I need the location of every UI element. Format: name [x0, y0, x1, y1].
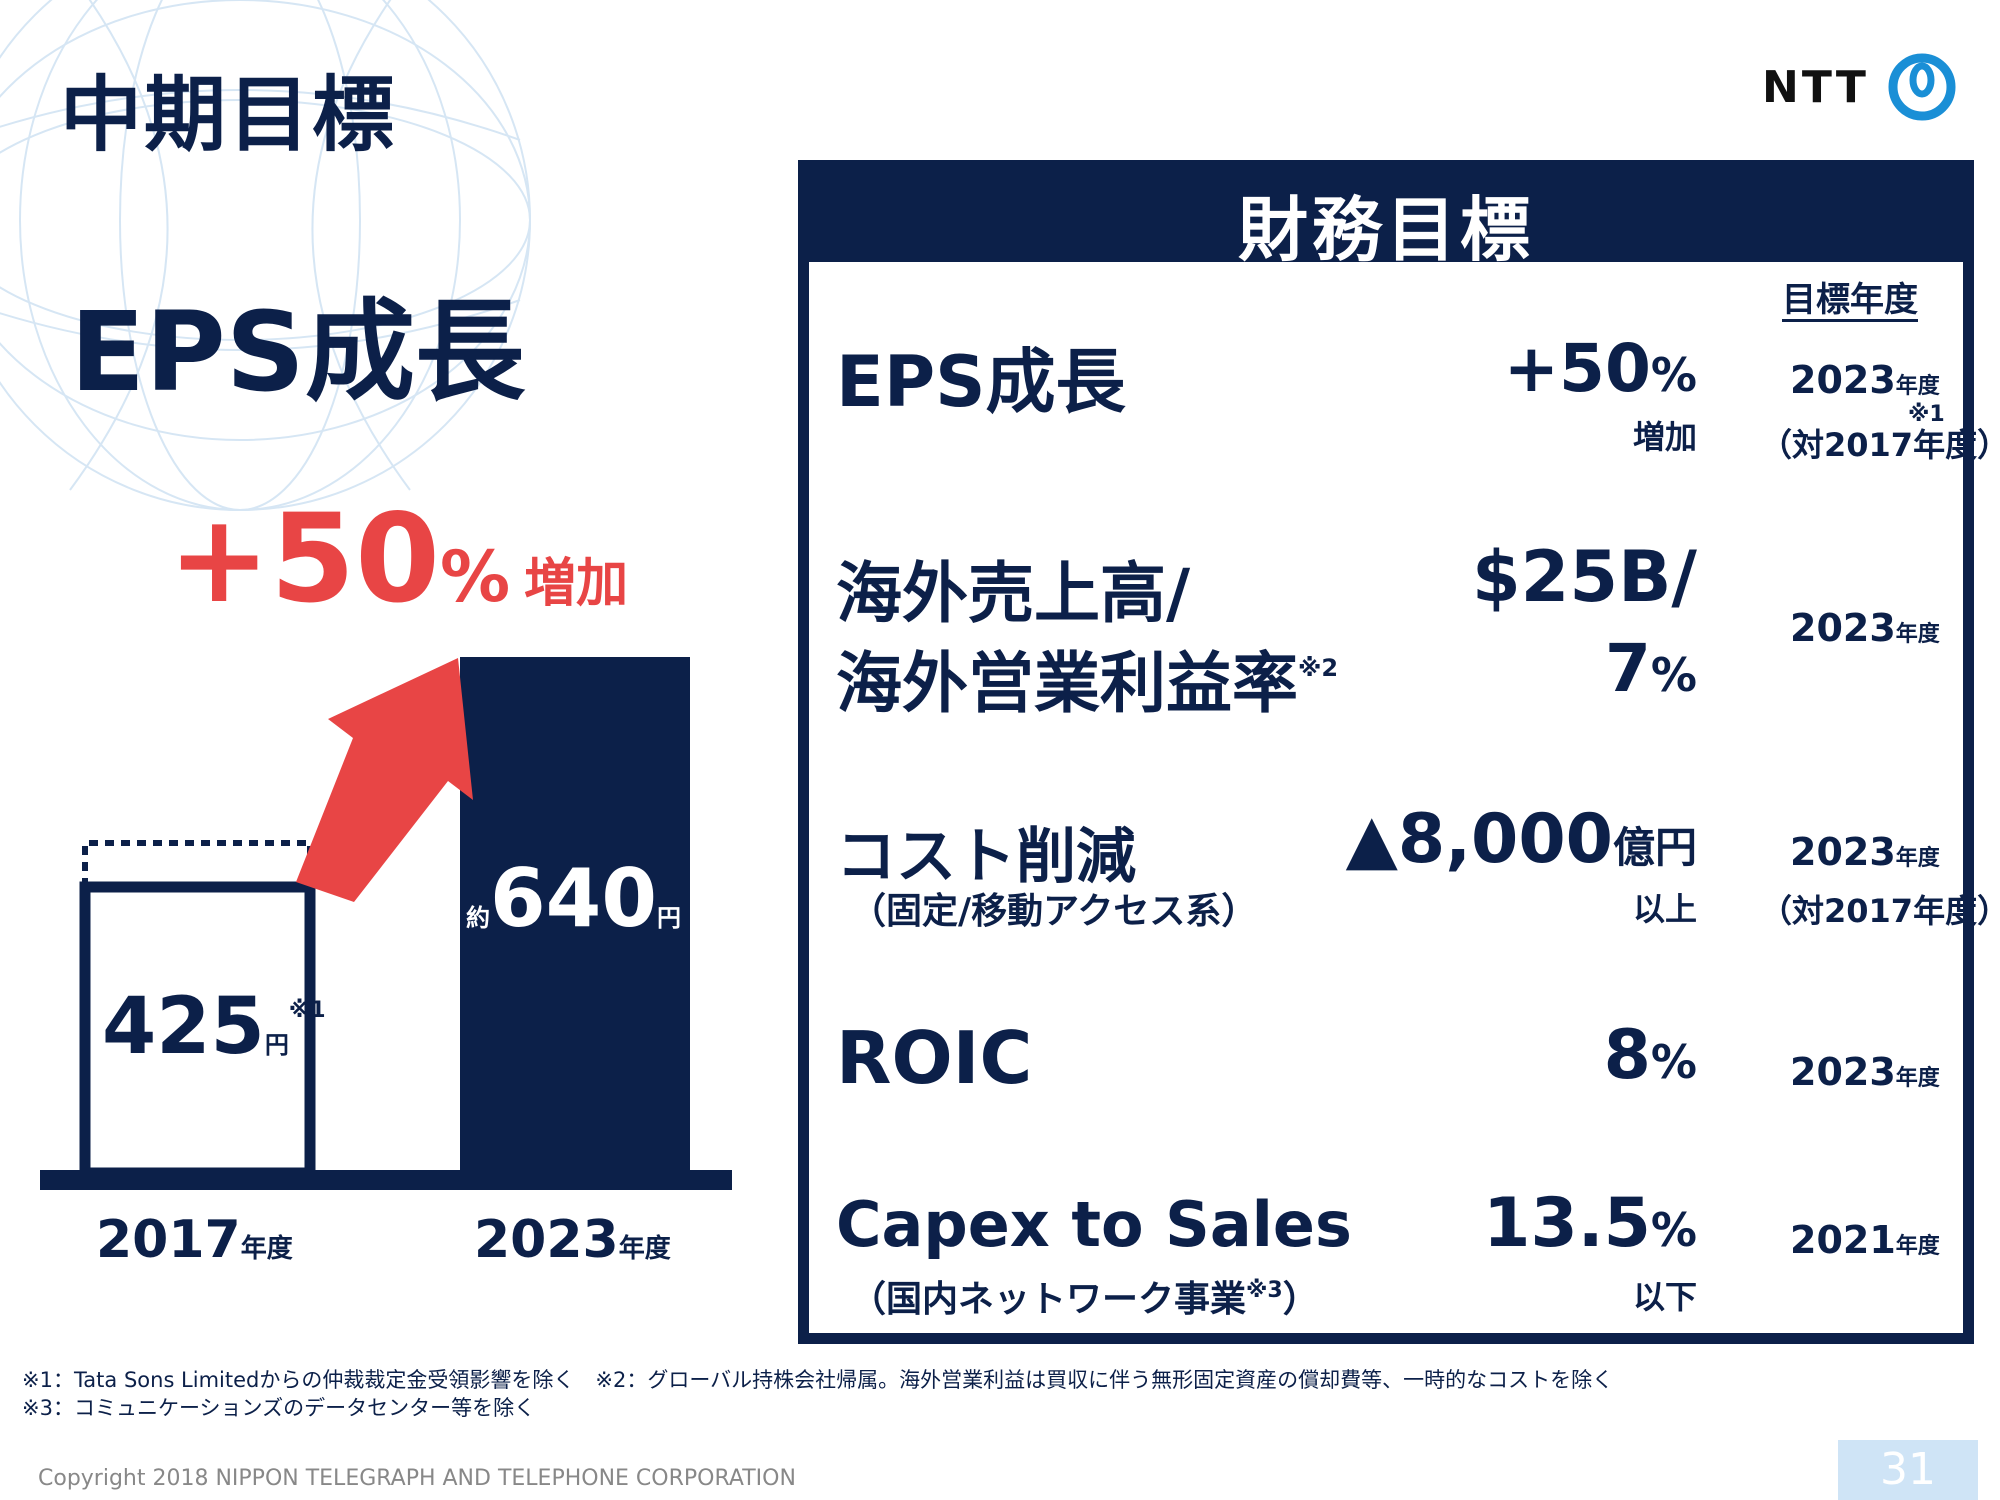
page-title: 中期目標	[60, 68, 397, 163]
bar-2017-value: 425	[102, 982, 265, 1072]
row-cost-value-sub: 以上	[1632, 890, 1697, 928]
row-cost-year-sub: （対2017年度）	[1760, 892, 2000, 930]
row-capex-number: 13.5	[1483, 1184, 1651, 1263]
panel-title: 財務目標	[1238, 189, 1534, 271]
row-overseas-value-unit: %	[1650, 648, 1697, 702]
row-overseas-value-line1: $25B/	[1471, 536, 1697, 618]
row-overseas-year-unit: 年度	[1895, 622, 1940, 647]
row-overseas-year: 2023年度	[1790, 606, 1940, 650]
row-roic-year-unit: 年度	[1895, 1066, 1940, 1091]
growth-arrow-icon	[296, 658, 473, 902]
row-eps-year-value: 2023	[1790, 358, 1896, 402]
row-eps-year-unit: 年度	[1895, 374, 1940, 399]
row-eps-value-sub: 増加	[1632, 418, 1697, 456]
row-roic-unit: %	[1650, 1035, 1697, 1089]
row-capex-value: 13.5%	[1483, 1184, 1697, 1263]
financial-targets-panel: 財務目標	[798, 160, 1974, 1344]
row-overseas-year-value: 2023	[1790, 606, 1896, 650]
bar-2017-note: ※1	[288, 998, 326, 1023]
row-capex-value-sub: 以下	[1632, 1278, 1697, 1316]
row-roic-number: 8	[1603, 1016, 1651, 1095]
target-year-header: 目標年度	[1782, 281, 1918, 323]
year-label-2017: 2017年度	[96, 1210, 293, 1270]
row-overseas-value-number: 7	[1604, 630, 1651, 707]
row-roic-year: 2023年度	[1790, 1050, 1940, 1094]
row-capex-label-sub-end: ）	[1282, 1279, 1319, 1320]
bar-2017-unit: 円	[264, 1031, 289, 1059]
row-eps-value: +50%	[1504, 330, 1697, 407]
target-dotted-outline	[82, 840, 313, 887]
row-overseas-label-line1: 海外売上高/	[836, 555, 1191, 632]
year-label-2023: 2023年度	[474, 1210, 671, 1270]
logo-text: NTT	[1762, 61, 1869, 113]
footnote-line-1: ※1：Tata Sons Limitedからの仲裁裁定金受領影響を除く ※2：グ…	[22, 1368, 1614, 1392]
row-cost-value: ▲8,000億円	[1346, 800, 1697, 879]
row-eps-year: 2023年度	[1790, 358, 1940, 402]
row-overseas-label-line2: 海外営業利益率※2	[836, 630, 1338, 726]
section-title: EPS成長	[70, 288, 525, 416]
row-eps-year-sub-text: （対2017年度）	[1760, 426, 2000, 464]
bar-2023-prefix: 約	[466, 904, 490, 932]
row-capex-label-sub-note: ※3	[1246, 1278, 1283, 1303]
bar-2017-label: 425円 ※1	[102, 982, 326, 1072]
year-2023-unit: 年度	[618, 1234, 671, 1264]
row-eps-number: +50	[1503, 330, 1651, 407]
row-cost-year: 2023年度	[1790, 830, 1940, 874]
row-capex-unit: %	[1650, 1203, 1697, 1257]
growth-value: +50	[168, 488, 440, 630]
copyright: Copyright 2018 NIPPON TELEGRAPH AND TELE…	[38, 1466, 796, 1491]
row-cost-value-number: 8,000	[1397, 800, 1613, 879]
bar-2023-value: 640	[490, 852, 657, 945]
row-overseas-label-line2-text: 海外営業利益率	[836, 645, 1298, 722]
row-overseas-label-note: ※2	[1298, 654, 1339, 682]
row-capex-label-sub-text: （国内ネットワーク事業	[850, 1279, 1247, 1320]
row-cost-value-unit: 億円	[1612, 823, 1697, 872]
row-cost-label-sub: （固定/移動アクセス系）	[850, 891, 1258, 932]
bar-2023-label: 約640円	[466, 852, 681, 945]
row-capex-label: Capex to Sales	[836, 1188, 1352, 1261]
ntt-logo: NTT	[1762, 52, 1957, 122]
row-eps-unit: %	[1650, 348, 1697, 402]
row-capex-label-sub: （国内ネットワーク事業※3）	[850, 1270, 1319, 1322]
row-overseas-value-line2: 7%	[1605, 630, 1697, 707]
bar-2023-unit: 円	[657, 904, 681, 932]
row-eps-year-sub: （対2017年度） ※1	[1760, 402, 2000, 466]
row-cost-year-unit: 年度	[1895, 846, 1940, 871]
row-eps-year-note: ※1	[1908, 402, 1945, 427]
row-capex-year: 2021年度	[1790, 1218, 1940, 1262]
panel-body	[809, 262, 1963, 1333]
baseline	[40, 1170, 732, 1190]
growth-pct: %	[440, 536, 511, 618]
growth-label: 増加	[524, 554, 629, 614]
page-number: 31	[1838, 1440, 1978, 1500]
row-eps-label: EPS成長	[836, 341, 1126, 423]
ntt-logo-icon	[1888, 53, 1956, 121]
row-roic-year-value: 2023	[1790, 1050, 1896, 1094]
footnote-line-2: ※3：コミュニケーションズのデータセンター等を除く	[22, 1396, 536, 1420]
year-2023-value: 2023	[474, 1210, 619, 1270]
row-cost-label: コスト削減	[836, 822, 1136, 892]
row-roic-label: ROIC	[836, 1016, 1033, 1100]
growth-callout: +50% 増加	[168, 488, 628, 630]
row-roic-value: 8%	[1604, 1016, 1697, 1095]
row-cost-value-prefix: ▲	[1345, 800, 1398, 879]
row-capex-year-unit: 年度	[1895, 1234, 1940, 1259]
year-2017-value: 2017	[96, 1210, 241, 1270]
row-cost-year-value: 2023	[1790, 830, 1896, 874]
row-capex-year-value: 2021	[1790, 1218, 1896, 1262]
globe-background	[0, 0, 531, 511]
year-2017-unit: 年度	[240, 1234, 293, 1264]
